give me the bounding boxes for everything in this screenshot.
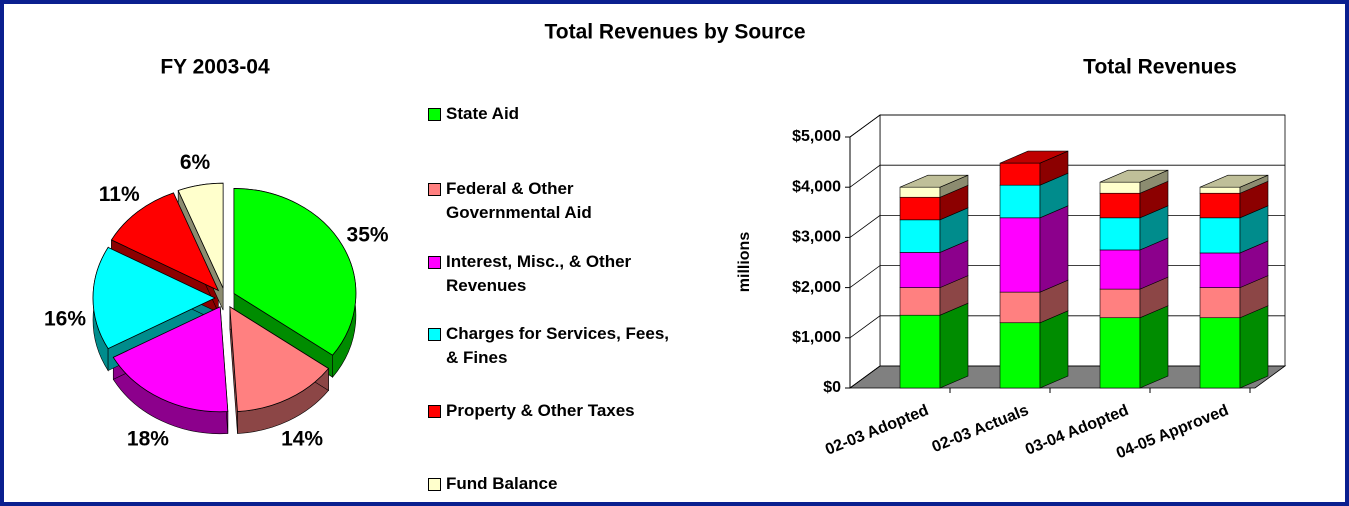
x-tick-label: 04-05 Approved <box>1114 402 1231 463</box>
legend-label: Charges for Services, Fees, & Fines <box>446 324 670 367</box>
y-tick-label: $5,000 <box>792 128 841 145</box>
legend-swatch <box>428 328 441 341</box>
bar-segment <box>899 287 941 316</box>
x-tick-label: 02-03 Adopted <box>823 402 931 459</box>
bar-segment <box>1199 287 1241 319</box>
legend-item: Property & Other Taxes <box>428 399 678 423</box>
legend-swatch <box>428 183 441 196</box>
bar-segment <box>1199 217 1241 254</box>
pie-slice <box>92 246 216 350</box>
pie-value-label: 16% <box>44 308 86 331</box>
pie-value-label: 18% <box>127 428 169 451</box>
legend-label: Federal & Other Governmental Aid <box>446 179 592 222</box>
bar-segment-side <box>1039 205 1069 293</box>
legend-label: Fund Balance <box>446 474 558 493</box>
legend-swatch <box>428 108 441 121</box>
legend-item: Interest, Misc., & Other Revenues <box>428 250 678 298</box>
pie-slice <box>177 182 224 289</box>
bar-title: Total Revenues <box>1083 56 1237 79</box>
main-title: Total Revenues by Source <box>544 21 805 44</box>
y-tick-label: $3,000 <box>792 229 841 246</box>
bar-segment-side <box>1239 305 1269 389</box>
bar-segment <box>999 162 1041 186</box>
bar-segment <box>999 322 1041 389</box>
y-tick-label: $0 <box>823 379 841 396</box>
legend-item: Federal & Other Governmental Aid <box>428 177 678 225</box>
bar-segment-top <box>1099 169 1169 183</box>
bar-segment <box>1099 192 1141 219</box>
legend-swatch <box>428 256 441 269</box>
legend-item: Charges for Services, Fees, & Fines <box>428 322 678 370</box>
legend-swatch <box>428 478 441 491</box>
bar-segment <box>1099 181 1141 194</box>
pie-value-label: 14% <box>281 428 323 451</box>
x-tick-label: 02-03 Actuals <box>930 402 1032 456</box>
pie-slice <box>110 192 220 292</box>
legend-label: Property & Other Taxes <box>446 401 635 420</box>
bar-segment <box>999 291 1041 324</box>
y-tick-label: $1,000 <box>792 329 841 346</box>
pie-slice <box>233 188 357 356</box>
bar-segment <box>999 184 1041 219</box>
bar-segment-side <box>1039 310 1069 389</box>
bar-segment <box>999 217 1041 293</box>
bar-segment <box>1199 252 1241 288</box>
grid-line <box>849 114 1285 138</box>
bar-segment-top <box>1199 174 1269 188</box>
legend-label: Interest, Misc., & Other Revenues <box>446 252 632 295</box>
legend-item: State Aid <box>428 102 678 126</box>
pie-value-label: 11% <box>99 183 140 206</box>
bar-segment-side <box>939 302 969 389</box>
pie-title: FY 2003-04 <box>160 56 270 79</box>
bar-segment <box>1199 186 1241 194</box>
pie-value-label: 6% <box>180 151 211 174</box>
pie-slice <box>229 306 330 412</box>
side-wall <box>849 114 881 389</box>
legend-label: State Aid <box>446 104 520 123</box>
bar-segment-top <box>899 174 969 188</box>
bar-segment <box>899 186 941 198</box>
y-tick-label: $2,000 <box>792 279 841 296</box>
y-tick-label: $4,000 <box>792 178 841 195</box>
y-axis-label: millions <box>736 232 753 293</box>
bar-segment <box>899 314 941 389</box>
bar-segment-side <box>1039 150 1069 164</box>
bar-segment-side <box>1139 305 1169 389</box>
bar-segment <box>1099 288 1141 319</box>
pie-slice <box>112 306 229 413</box>
pie-value-label: 35% <box>347 223 389 246</box>
bar-segment <box>1099 217 1141 251</box>
bar-segment <box>1099 317 1141 389</box>
legend-item: Fund Balance <box>428 472 678 496</box>
bar-segment <box>1199 317 1241 389</box>
bar-segment <box>1099 249 1141 290</box>
bar-segment <box>899 196 941 221</box>
bar-segment <box>899 219 941 253</box>
grid-line <box>849 164 1285 188</box>
bar-segment <box>899 252 941 288</box>
legend-swatch <box>428 405 441 418</box>
bar-segment <box>1199 192 1241 219</box>
pie-tops <box>92 182 357 413</box>
